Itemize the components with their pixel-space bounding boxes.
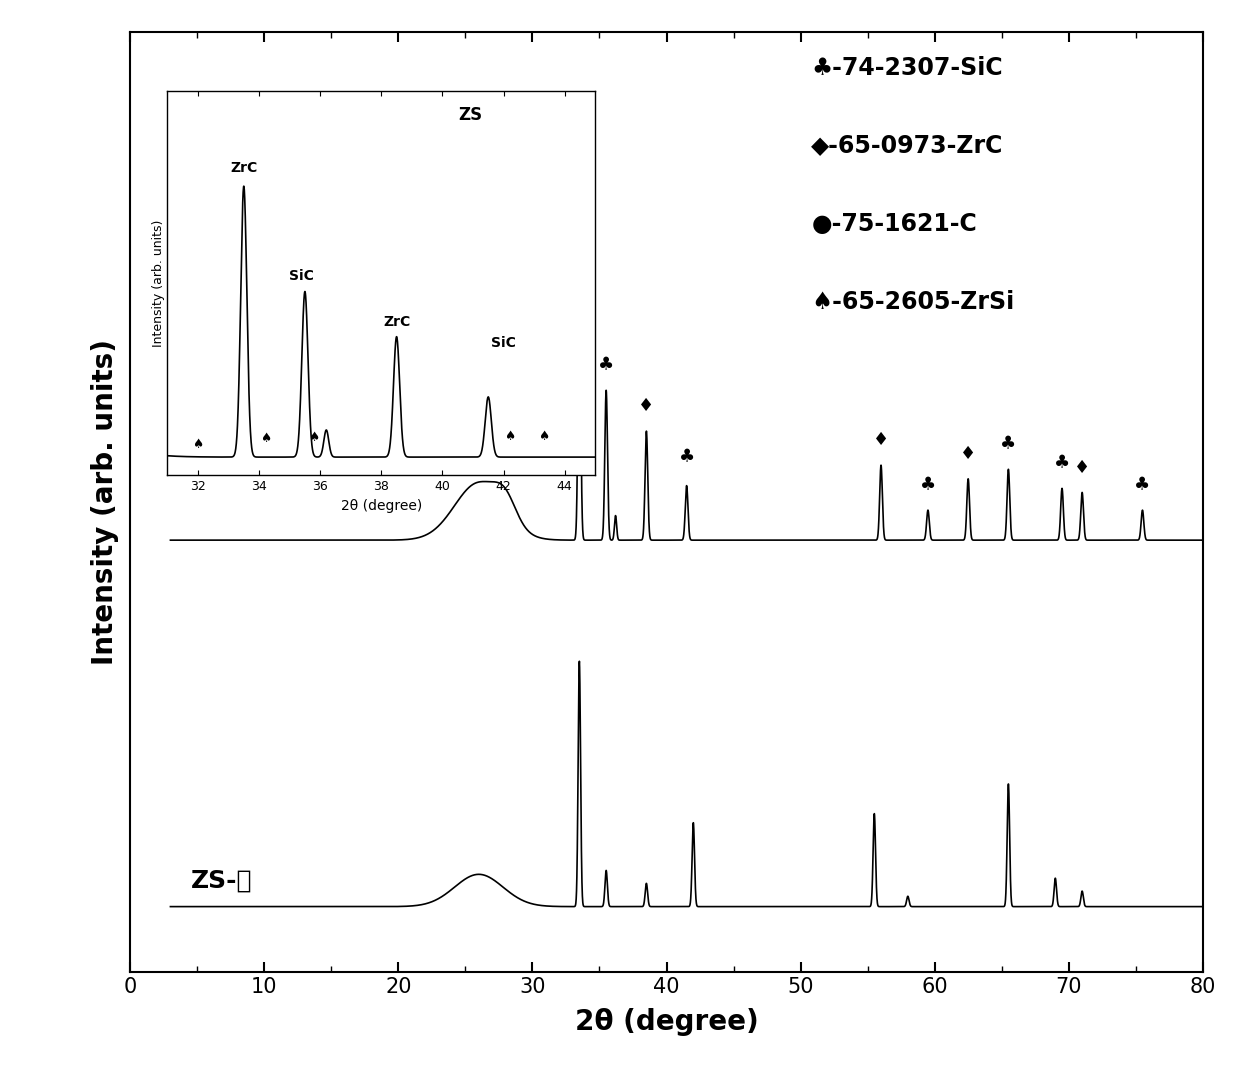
Text: ♠: ♠ [192,438,203,452]
Text: ♦: ♦ [570,260,588,279]
Text: ♣: ♣ [598,357,614,375]
Text: ZrC: ZrC [231,161,258,175]
Text: SiC: SiC [491,335,516,350]
Text: ♣: ♣ [1135,476,1151,494]
Y-axis label: Intensity (arb. units): Intensity (arb. units) [151,219,165,347]
Text: ZS: ZS [191,441,227,466]
Text: ♣: ♣ [1001,436,1017,453]
Y-axis label: Intensity (arb. units): Intensity (arb. units) [91,339,119,665]
Text: ZS: ZS [459,106,482,124]
Text: ●-75-1621-C: ●-75-1621-C [811,211,977,236]
X-axis label: 2θ (degree): 2θ (degree) [341,499,422,513]
Text: ♠: ♠ [503,429,516,442]
Text: ♦: ♦ [1074,458,1090,476]
Text: ♠-65-2605-ZrSi: ♠-65-2605-ZrSi [811,289,1014,314]
Text: ♣: ♣ [920,476,936,494]
Text: ♦: ♦ [873,431,889,450]
Text: ♦: ♦ [639,397,655,415]
Text: ●: ● [471,444,486,462]
X-axis label: 2θ (degree): 2θ (degree) [574,1008,759,1036]
Text: ♠: ♠ [538,429,549,442]
Text: ◆-65-0973-ZrC: ◆-65-0973-ZrC [811,134,1003,158]
Text: ♠: ♠ [309,431,320,444]
Text: ♦: ♦ [960,445,976,462]
Text: ♣: ♣ [1054,455,1070,472]
Text: SiC: SiC [289,269,314,283]
Text: ZS-盐: ZS-盐 [191,868,252,892]
Text: ♠: ♠ [259,433,270,445]
Text: ♣-74-2307-SiC: ♣-74-2307-SiC [811,56,1003,79]
Text: ZrC: ZrC [383,314,410,329]
Text: ♣: ♣ [678,449,694,467]
